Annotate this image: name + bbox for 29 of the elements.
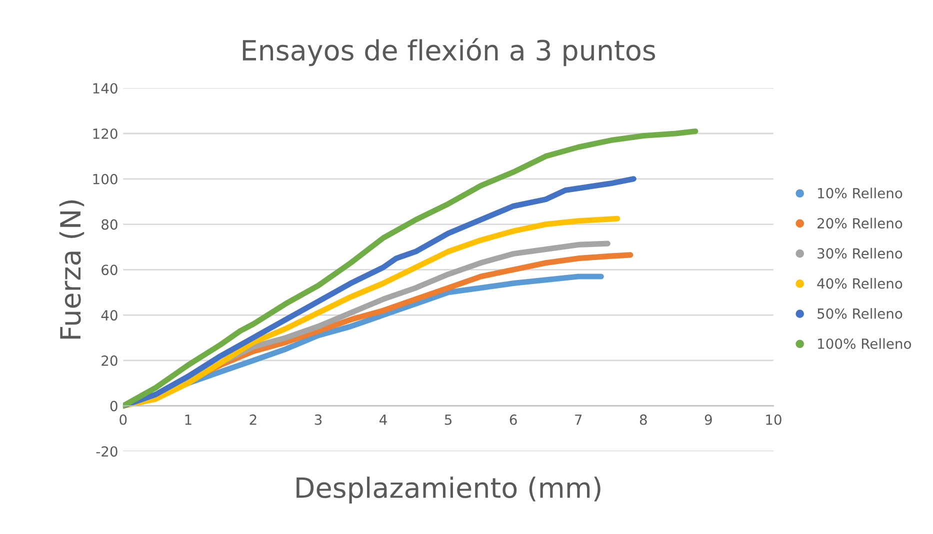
- legend-label: 40% Relleno: [817, 278, 902, 289]
- y-tick-label: 120: [93, 128, 118, 139]
- y-tick-label: 80: [102, 219, 118, 230]
- x-axis-title: Desplazamiento (mm): [296, 476, 600, 504]
- y-tick-label: 20: [102, 355, 118, 366]
- x-tick-label: 2: [250, 414, 256, 425]
- x-tick-label: 9: [704, 414, 712, 425]
- y-axis-title: Fuerza (N): [59, 200, 84, 339]
- y-tick-label: 60: [102, 264, 118, 276]
- legend-label: 100% Relleno: [818, 338, 912, 349]
- x-tick-label: 0: [120, 414, 127, 425]
- x-tick-label: 1: [185, 414, 192, 425]
- y-tick-label: 100: [93, 174, 118, 184]
- x-tick-label: 4: [380, 414, 387, 425]
- legend-label: 10% Relleno: [818, 188, 902, 198]
- x-tick-label: 8: [640, 414, 647, 425]
- x-tick-label: 5: [444, 414, 452, 425]
- y-tick-label: 0: [110, 400, 118, 412]
- legend-label: 30% Relleno: [818, 248, 902, 259]
- chart-title: Ensayos de flexión a 3 puntos: [242, 38, 656, 66]
- legend-label: 50% Relleno: [818, 308, 902, 319]
- y-tick-label: 140: [93, 83, 118, 94]
- x-tick-label: 6: [510, 414, 517, 425]
- y-tick-label: -20: [96, 446, 118, 457]
- y-tick-label: 40: [101, 310, 118, 321]
- x-tick-label: 3: [314, 414, 322, 425]
- legend-label: 20% Relleno: [818, 218, 902, 229]
- x-tick-label: 7: [575, 414, 582, 425]
- x-tick-label: 10: [766, 414, 782, 425]
